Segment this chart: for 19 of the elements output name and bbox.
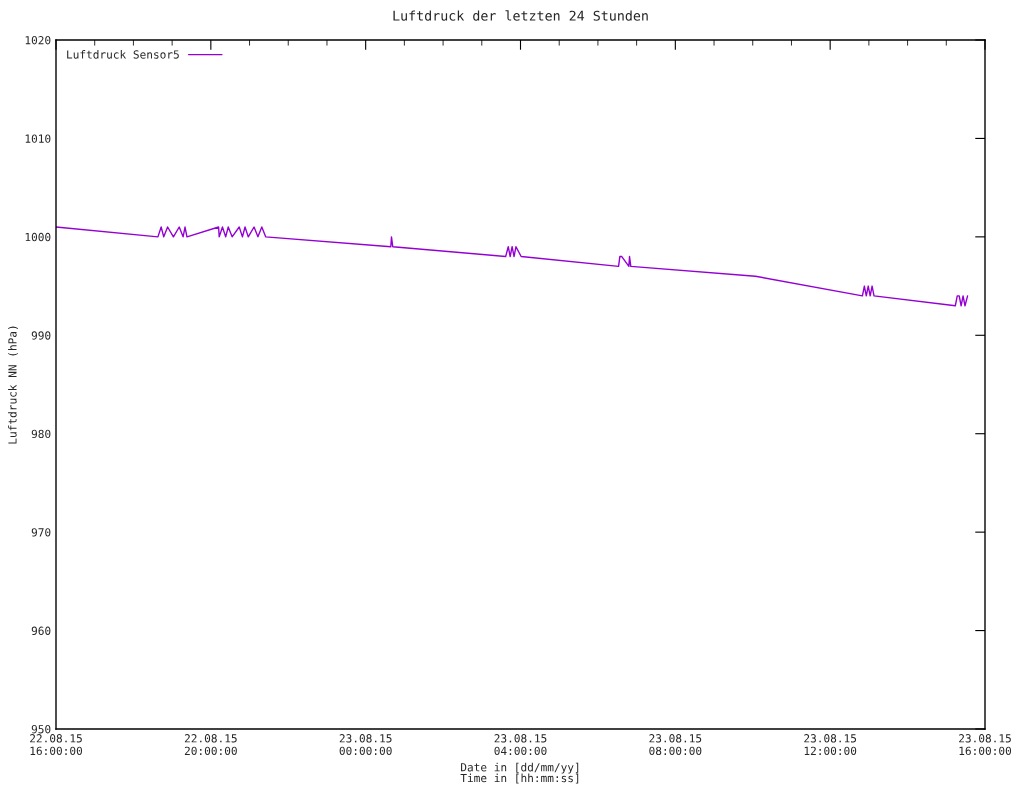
y-tick-label: 960 <box>31 626 51 635</box>
y-tick-label: 1010 <box>25 134 51 143</box>
chart-title: Luftdruck der letzten 24 Stunden <box>393 10 648 21</box>
x-tick-label: 23.08.15 00:00:00 <box>339 734 392 756</box>
x-tick-label: 23.08.15 04:00:00 <box>494 734 547 756</box>
x-axis-title: Date in [dd/mm/yy] Time in [hh:mm:ss] <box>460 762 579 784</box>
y-axis-title: Luftdruck NN (hPa) <box>8 326 18 444</box>
x-tick-label: 23.08.15 08:00:00 <box>649 734 702 756</box>
y-tick-label: 970 <box>31 528 51 537</box>
x-tick-label: 23.08.15 12:00:00 <box>804 734 857 756</box>
y-tick-label: 990 <box>31 331 51 340</box>
legend-label: Luftdruck Sensor5 <box>67 50 179 59</box>
y-tick-label: 950 <box>31 725 51 734</box>
y-tick-label: 1000 <box>25 232 51 242</box>
x-tick-label: 22.08.15 20:00:00 <box>184 734 237 756</box>
y-tick-label: 980 <box>31 429 51 439</box>
x-tick-label: 22.08.15 16:00:00 <box>30 734 83 756</box>
y-tick-label: 1020 <box>25 36 51 45</box>
x-tick-label: 23.08.15 16:00:00 <box>959 734 1012 756</box>
